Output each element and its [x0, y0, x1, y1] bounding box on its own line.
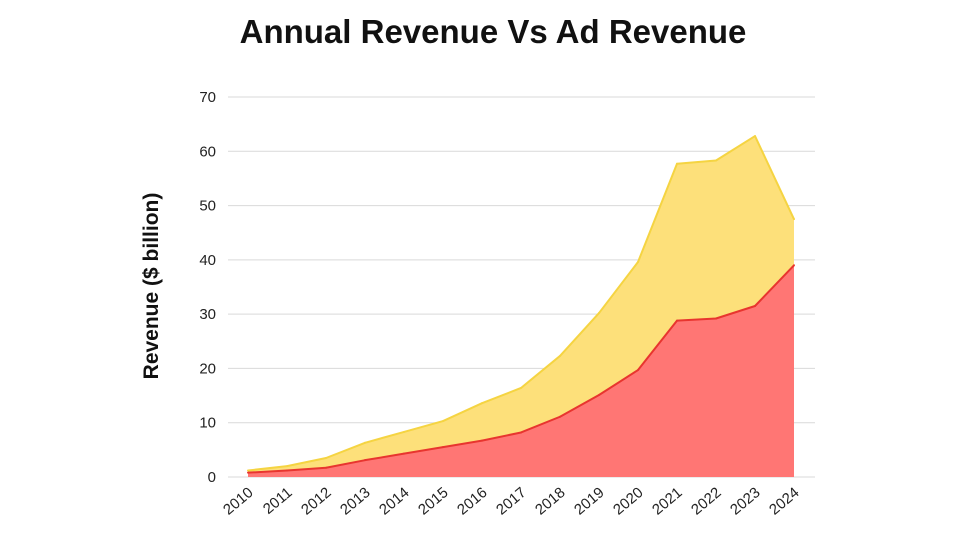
- y-tick-label: 60: [199, 143, 216, 160]
- chart-title: Annual Revenue Vs Ad Revenue: [240, 13, 747, 50]
- x-tick-label: 2024: [766, 484, 802, 518]
- annual-revenue-point-2019: [598, 312, 600, 315]
- gridlines: [228, 96, 815, 478]
- y-tick-label: 50: [199, 198, 216, 215]
- x-tick-label: 2014: [376, 484, 412, 518]
- annual-revenue-point-2024: [793, 218, 795, 221]
- ad-revenue-point-2021: [676, 319, 678, 322]
- ad-revenue-point-2024: [793, 264, 795, 267]
- x-tick-label: 2019: [571, 484, 607, 518]
- y-tick-label: 40: [199, 252, 216, 269]
- annual-revenue-point-2011: [286, 465, 288, 468]
- x-tick-label: 2015: [415, 484, 451, 518]
- annual-revenue-point-2014: [403, 430, 405, 433]
- annual-revenue-point-2022: [715, 159, 717, 162]
- y-tick-label: 10: [199, 415, 216, 432]
- ad-revenue-point-2019: [598, 394, 600, 397]
- x-tick-label: 2012: [298, 484, 334, 518]
- x-tick-label: 2016: [454, 484, 490, 518]
- annual-revenue-point-2018: [559, 354, 561, 357]
- ad-revenue-point-2017: [520, 431, 522, 434]
- x-tick-label: 2013: [337, 484, 373, 518]
- annual-revenue-point-2012: [325, 457, 327, 459]
- annual-revenue-point-2016: [481, 402, 483, 405]
- y-axis-ticks: 0 10 20 30 40 50 60 70: [199, 89, 216, 486]
- ad-revenue-point-2016: [481, 439, 483, 442]
- ad-revenue-point-2012: [325, 466, 327, 469]
- ad-revenue-point-2015: [442, 446, 444, 449]
- ad-revenue-point-2011: [286, 469, 288, 472]
- y-tick-label: 20: [199, 360, 216, 377]
- ad-revenue-point-2014: [403, 452, 405, 455]
- ad-revenue-point-2018: [559, 415, 561, 418]
- y-tick-label: 70: [199, 89, 216, 106]
- annual-revenue-point-2013: [364, 441, 366, 444]
- x-tick-label: 2018: [532, 484, 568, 518]
- x-axis-ticks: 2010 2011 2012 2013 2014 2015 2016 2017 2018 2019…: [220, 484, 802, 518]
- x-tick-label: 2023: [727, 484, 763, 518]
- annual-revenue-point-2017: [520, 386, 522, 389]
- y-tick-label: 30: [199, 306, 216, 323]
- ad-revenue-point-2020: [637, 369, 639, 372]
- x-tick-label: 2022: [688, 484, 724, 518]
- area-series: [247, 135, 795, 478]
- ad-revenue-point-2023: [754, 305, 756, 307]
- ad-revenue-point-2010: [247, 471, 249, 474]
- x-tick-label: 2011: [260, 484, 296, 518]
- y-axis-label: Revenue ($ billion): [140, 193, 163, 380]
- annual-revenue-point-2010: [247, 469, 249, 472]
- x-tick-label: 2020: [610, 484, 646, 518]
- y-tick-label: 0: [208, 469, 216, 486]
- ad-revenue-point-2022: [715, 317, 717, 320]
- x-tick-label: 2010: [220, 484, 256, 518]
- annual-revenue-point-2015: [442, 420, 444, 423]
- x-tick-label: 2021: [649, 484, 685, 518]
- annual-revenue-point-2023: [754, 135, 756, 138]
- x-tick-label: 2017: [493, 484, 529, 518]
- ad-revenue-area: [248, 265, 794, 477]
- annual-revenue-point-2020: [637, 261, 639, 264]
- annual-revenue-point-2021: [676, 162, 678, 165]
- ad-revenue-point-2013: [364, 459, 366, 462]
